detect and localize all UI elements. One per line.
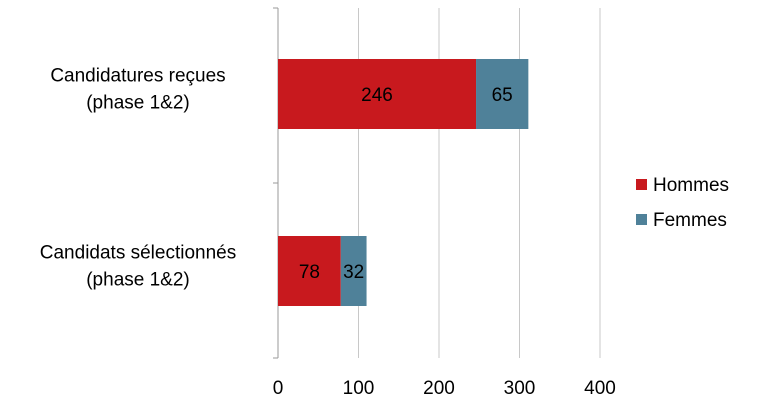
legend-label: Femmes [653,210,727,231]
category-label: Candidats sélectionnés [40,243,236,264]
data-label: 78 [299,262,320,283]
category-label: Candidatures reçues [50,66,225,87]
x-tick-label: 200 [423,378,455,399]
bar-segment [476,59,529,129]
data-label: 32 [343,262,364,283]
x-tick-label: 100 [343,378,375,399]
x-tick-label: 0 [273,378,284,399]
category-label: (phase 1&2) [86,93,190,114]
legend-swatch [636,179,647,190]
legend-swatch [636,214,647,225]
data-label: 246 [361,85,393,106]
x-tick-label: 300 [504,378,536,399]
bar-segment [278,236,341,306]
legend-label: Hommes [653,175,729,196]
category-label: (phase 1&2) [86,270,190,291]
bar-segment [278,59,477,129]
x-tick-label: 400 [584,378,616,399]
bar-segment [340,236,367,306]
data-label: 65 [492,85,513,106]
